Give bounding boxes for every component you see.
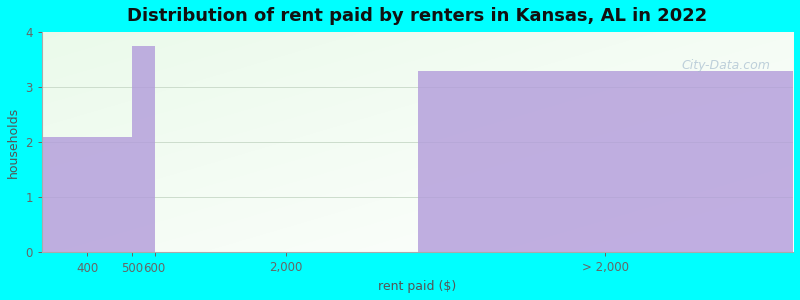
Title: Distribution of rent paid by renters in Kansas, AL in 2022: Distribution of rent paid by renters in … [127,7,708,25]
Bar [418,70,793,253]
Bar [132,46,154,253]
Bar [42,137,132,253]
Text: City-Data.com: City-Data.com [682,58,770,71]
X-axis label: rent paid ($): rent paid ($) [378,280,457,293]
Y-axis label: households: households [7,107,20,178]
